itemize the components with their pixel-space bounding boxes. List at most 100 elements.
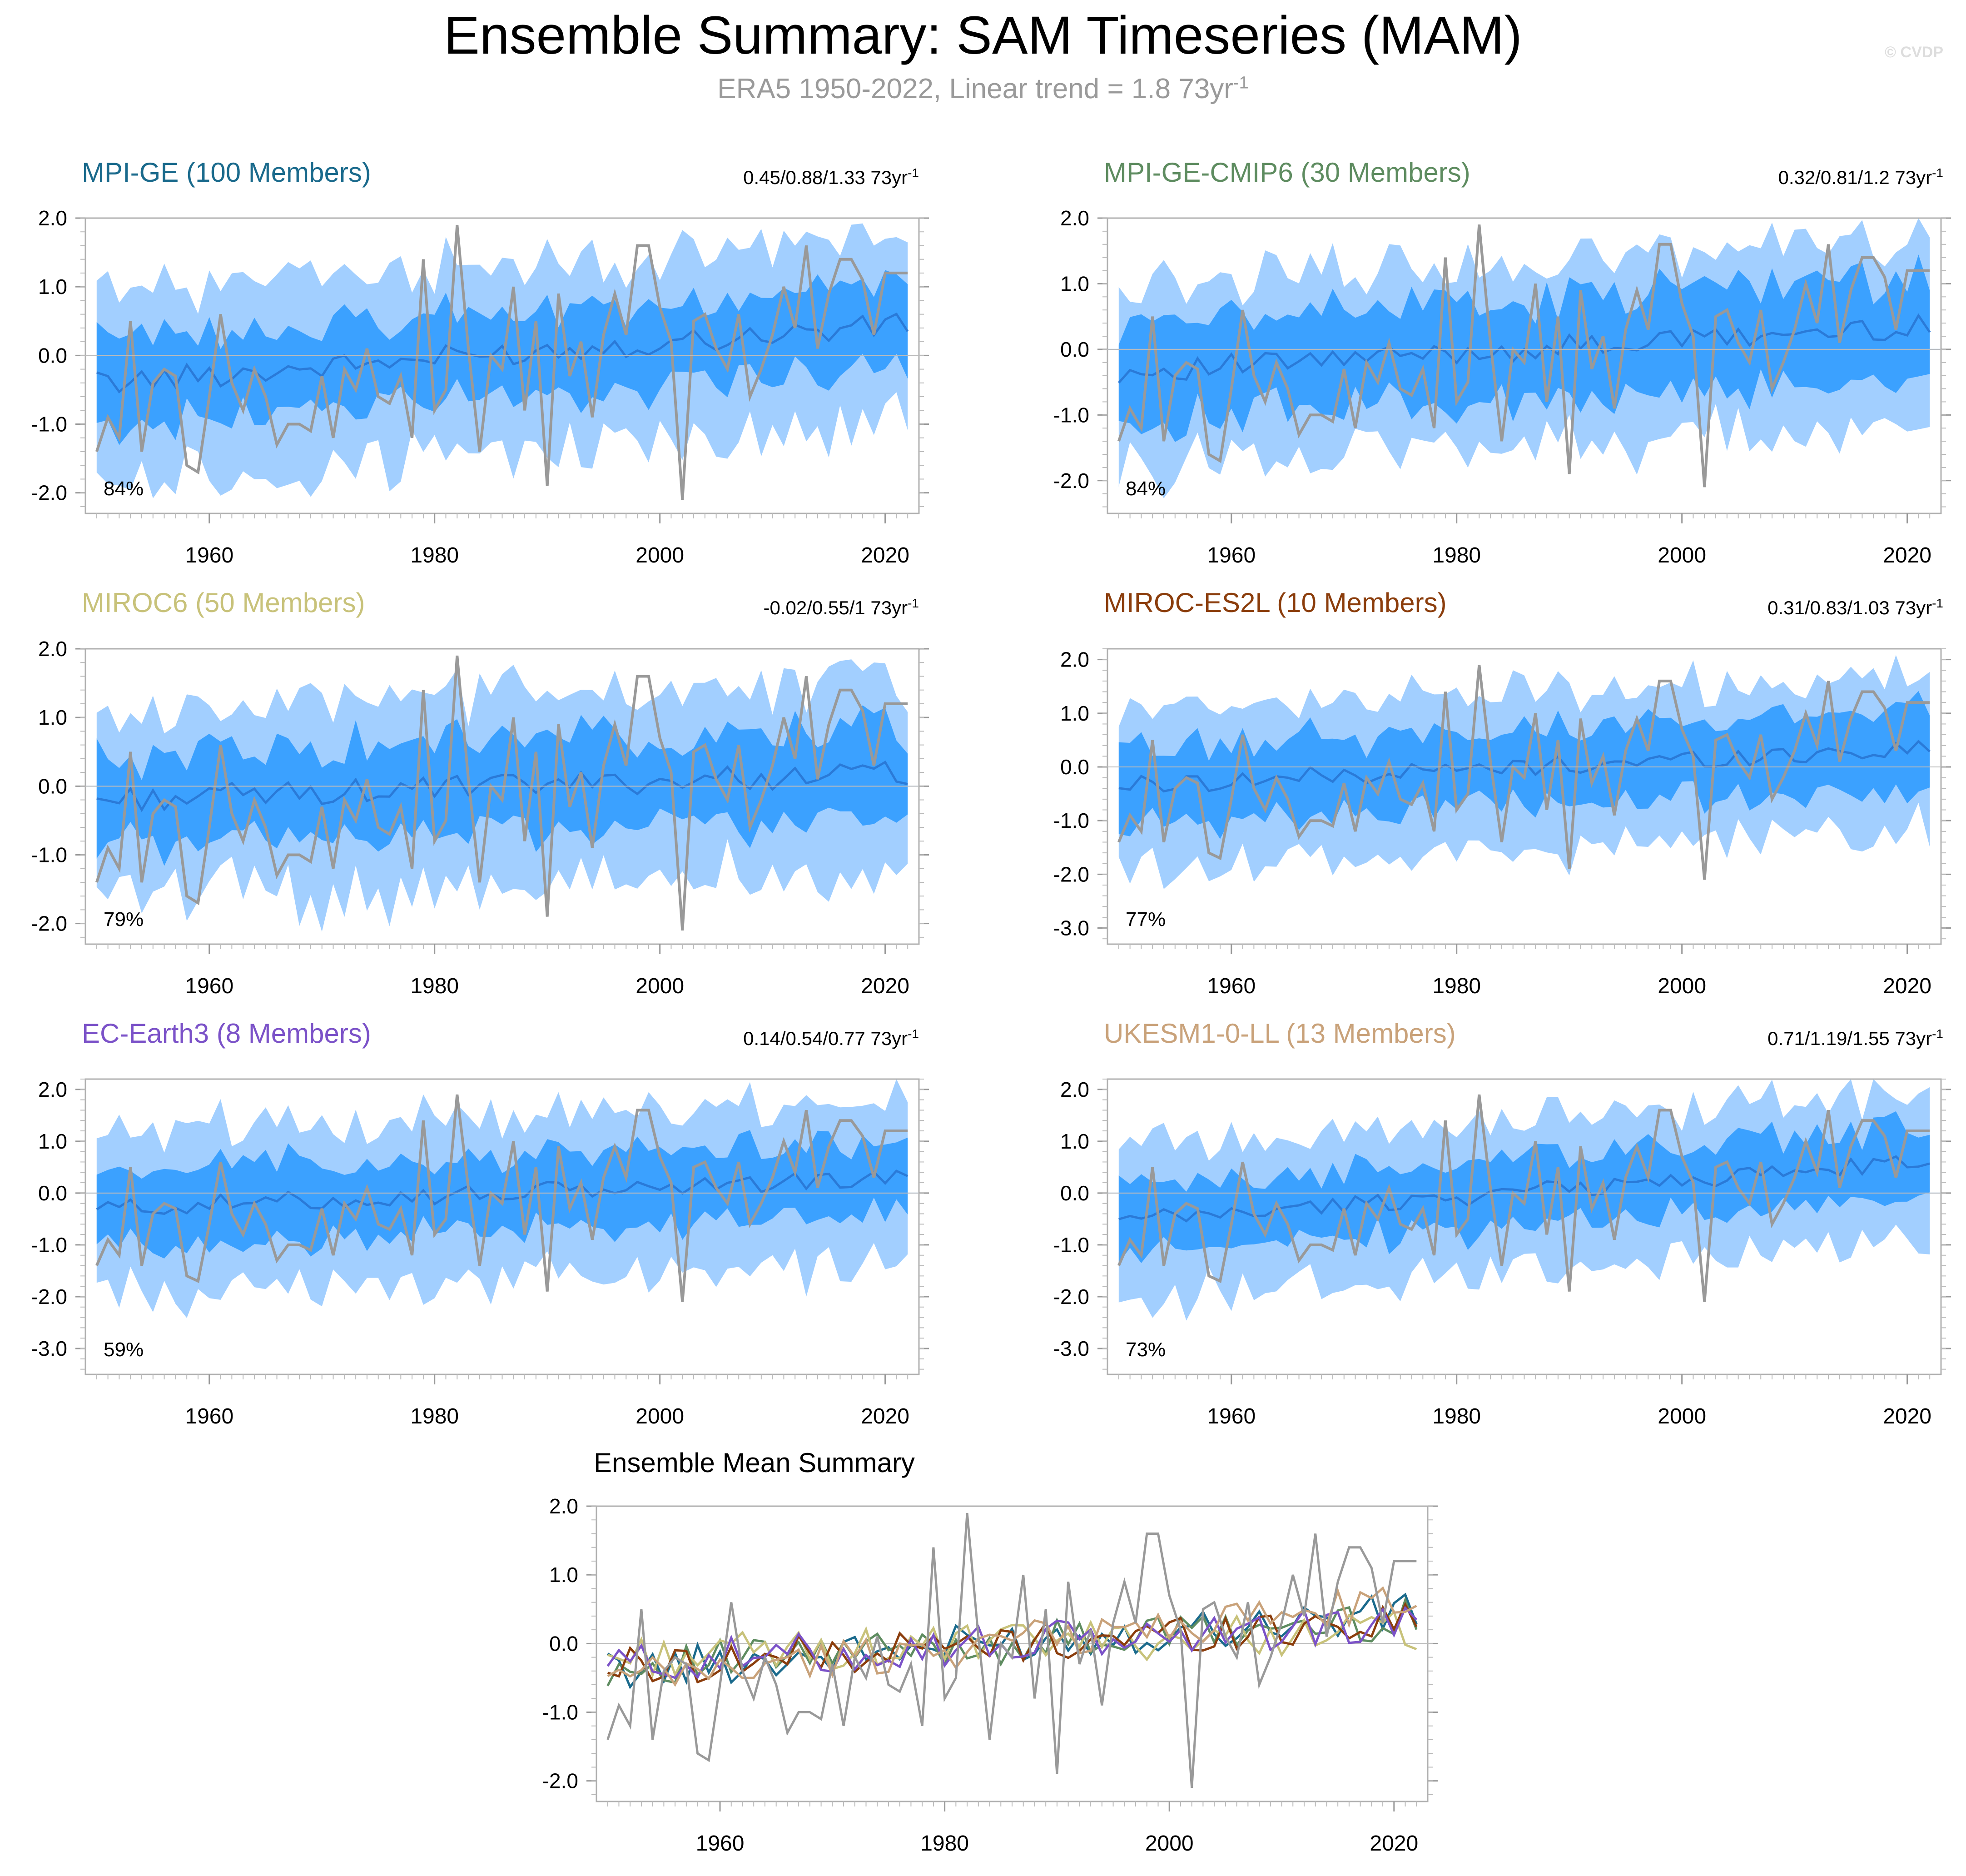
x-tick-label: 2020 — [1883, 1404, 1931, 1428]
y-tick-label: 0.0 — [38, 343, 67, 367]
panel-trend-ec-earth3: 0.14/0.54/0.77 73yr-1 — [743, 1027, 919, 1049]
x-tick-label: 2020 — [861, 1404, 909, 1428]
y-tick-label: -2.0 — [31, 481, 67, 505]
era5-obs-line — [95, 1094, 908, 1302]
y-tick-label: -2.0 — [31, 912, 67, 936]
x-tick-label: 1960 — [185, 543, 233, 567]
chart-ensemble-mean-summary: -2.0 -1.0 0.0 1.0 2.0 1960 1980 2000 2020 — [542, 1494, 1438, 1856]
era5-obs-line — [95, 224, 908, 500]
x-tick-label: 2020 — [1883, 543, 1931, 567]
panel-title-mpi-ge-cmip6: MPI-GE-CMIP6 (30 Members) — [1104, 157, 1470, 188]
y-tick-label: -2.0 — [542, 1769, 578, 1793]
x-tick-label: 2000 — [1658, 974, 1706, 998]
y-tick-label: 0.0 — [1060, 1181, 1089, 1205]
era5-obs-line — [1117, 665, 1930, 880]
era5-obs-line — [1117, 224, 1930, 488]
y-tick-label: 2.0 — [38, 206, 67, 230]
x-tick-label: 1980 — [410, 1404, 459, 1428]
series-line-mpi-ge-cmip6 — [606, 1597, 1418, 1687]
ensemble-inner-band — [96, 270, 908, 445]
x-tick-label: 1960 — [1207, 974, 1256, 998]
figure-subtitle: ERA5 1950-2022, Linear trend = 1.8 73yr-… — [717, 73, 1249, 104]
panel-trend-ukesm1-0-ll: 0.71/1.19/1.55 73yr-1 — [1767, 1027, 1943, 1049]
y-tick-label: -1.0 — [1053, 1233, 1089, 1257]
x-tick-label: 2000 — [635, 543, 684, 567]
y-tick-label: -2.0 — [1053, 862, 1089, 886]
series-line-ukesm1-0-ll — [607, 1586, 1417, 1687]
y-tick-label: 2.0 — [1060, 1078, 1089, 1101]
y-tick-label: 2.0 — [38, 1078, 67, 1101]
y-tick-label: 2.0 — [1060, 206, 1089, 230]
panel-title-ec-earth3: EC-Earth3 (8 Members) — [82, 1018, 371, 1049]
chart-miroc-es2l: 77% -3.0 -2.0 -1.0 0.0 1.0 2.0 1960 1980 2000 2020 — [1053, 648, 1951, 998]
y-tick-label: -2.0 — [1053, 1285, 1089, 1309]
chart-miroc6: 79% -2.0 -1.0 0.0 1.0 2.0 1960 1980 2000 2020 — [31, 637, 929, 998]
cvdp-credit: © CVDP — [1885, 44, 1943, 61]
y-tick-label: 0.0 — [1060, 755, 1089, 779]
y-tick-label: 2.0 — [549, 1494, 578, 1518]
y-tick-label: -1.0 — [1053, 403, 1089, 427]
y-tick-label: -3.0 — [1053, 916, 1089, 940]
figure-title: Ensemble Summary: SAM Timeseries (MAM) — [444, 5, 1522, 65]
x-tick-label: 1980 — [410, 543, 459, 567]
x-tick-label: 1960 — [1207, 543, 1256, 567]
y-tick-label: 1.0 — [1060, 272, 1089, 295]
y-tick-label: 1.0 — [38, 1130, 67, 1153]
series-line-era5 — [606, 1513, 1417, 1788]
era5-obs-line — [95, 655, 908, 931]
x-tick-label: 1960 — [1207, 1404, 1256, 1428]
x-tick-label: 2020 — [1883, 974, 1931, 998]
panel-trend-miroc6: -0.02/0.55/1 73yr-1 — [763, 596, 919, 618]
chart-ukesm1-0-ll: 73% -3.0 -2.0 -1.0 0.0 1.0 2.0 1960 1980 2000 2020 — [1053, 1078, 1951, 1428]
percent-label: 59% — [104, 1339, 144, 1361]
y-tick-label: 2.0 — [1060, 648, 1089, 672]
x-tick-label: 2000 — [635, 974, 684, 998]
panel-title-mpi-ge: MPI-GE (100 Members) — [82, 157, 371, 188]
era5-obs-line — [1117, 1094, 1930, 1302]
y-tick-label: 1.0 — [1060, 1130, 1089, 1153]
chart-mpi-ge: 84% -2.0 -1.0 0.0 1.0 2.0 1960 1980 2000 2020 — [31, 206, 929, 567]
y-tick-label: 1.0 — [38, 275, 67, 299]
y-tick-label: -1.0 — [31, 412, 67, 436]
percent-label: 84% — [104, 478, 144, 500]
ensemble-inner-band — [1118, 1111, 1930, 1263]
x-tick-label: 1980 — [410, 974, 459, 998]
x-tick-label: 2020 — [861, 543, 909, 567]
y-tick-label: 1.0 — [1060, 702, 1089, 725]
y-tick-label: 1.0 — [549, 1563, 578, 1587]
panel-trend-mpi-ge-cmip6: 0.32/0.81/1.2 73yr-1 — [1778, 166, 1944, 188]
ensemble-mean-line — [96, 760, 908, 812]
y-tick-label: 1.0 — [38, 706, 67, 729]
x-tick-label: 1960 — [185, 974, 233, 998]
x-tick-label: 1980 — [920, 1831, 969, 1856]
chart-mpi-ge-cmip6: 84% -2.0 -1.0 0.0 1.0 2.0 1960 1980 2000 2020 — [1053, 206, 1951, 567]
panel-title-miroc6: MIROC6 (50 Members) — [82, 587, 365, 618]
y-tick-label: -3.0 — [31, 1337, 67, 1360]
y-tick-label: -1.0 — [1053, 809, 1089, 832]
y-tick-label: 0.0 — [1060, 338, 1089, 361]
x-tick-label: 2000 — [1658, 543, 1706, 567]
panel-title-ensemble-mean: Ensemble Mean Summary — [594, 1448, 915, 1478]
x-tick-label: 1980 — [1432, 974, 1481, 998]
x-tick-label: 2000 — [1658, 1404, 1706, 1428]
series-line-miroc6 — [607, 1610, 1417, 1679]
x-tick-label: 2020 — [861, 974, 909, 998]
x-tick-label: 1980 — [1432, 543, 1481, 567]
panel-title-miroc-es2l: MIROC-ES2L (10 Members) — [1104, 587, 1447, 618]
chart-ec-earth3: 59% -3.0 -2.0 -1.0 0.0 1.0 2.0 1960 1980 2000 2020 — [31, 1078, 929, 1428]
y-tick-label: 0.0 — [549, 1632, 578, 1655]
y-tick-label: -1.0 — [542, 1700, 578, 1724]
x-tick-label: 1960 — [696, 1831, 745, 1856]
y-tick-label: 2.0 — [38, 637, 67, 661]
x-tick-label: 2020 — [1370, 1831, 1418, 1856]
percent-label: 84% — [1126, 478, 1166, 500]
percent-label: 79% — [104, 908, 144, 931]
ensemble-inner-band — [1118, 691, 1930, 839]
y-tick-label: -2.0 — [31, 1285, 67, 1309]
y-tick-label: -3.0 — [1053, 1337, 1089, 1360]
x-tick-label: 2000 — [1145, 1831, 1194, 1856]
y-tick-label: -2.0 — [1053, 469, 1089, 493]
x-tick-label: 1980 — [1432, 1404, 1481, 1428]
